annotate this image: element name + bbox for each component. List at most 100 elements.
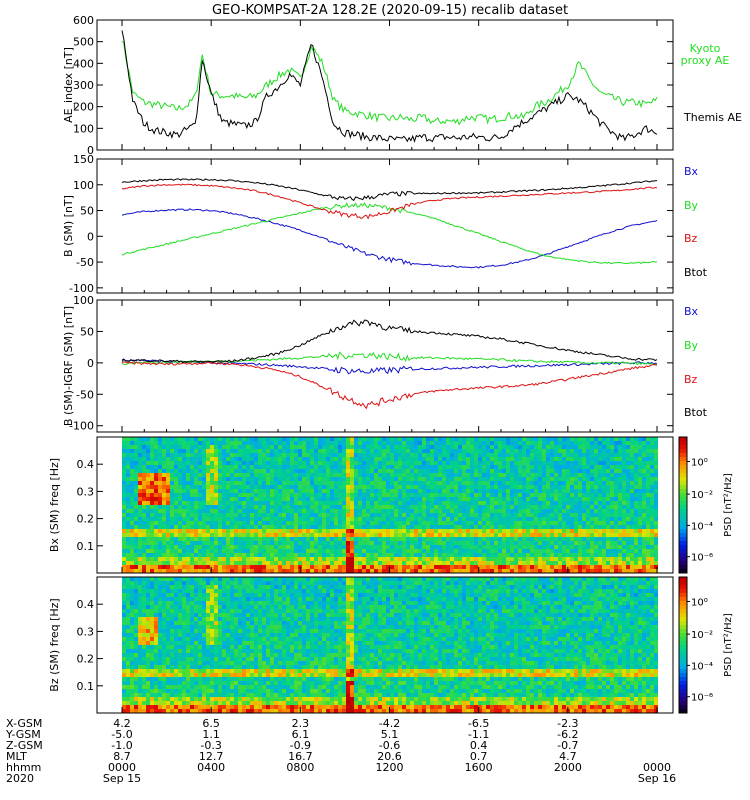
colorbar-segment [679, 589, 687, 594]
colorbar-segment [679, 709, 687, 714]
colorbar-segment [679, 549, 687, 554]
ephemeris-cell: 6.5 [202, 717, 220, 730]
colorbar-segment [679, 693, 687, 698]
colorbar-segment [679, 529, 687, 534]
ephemeris-cell: Sep 15 [103, 772, 141, 785]
colorbar-segment [679, 517, 687, 522]
colorbar-segment [679, 437, 687, 442]
bsm-legend-btot: Btot [684, 266, 708, 279]
colorbar-segment [679, 509, 687, 514]
ephemeris-row-label: Z-GSM [6, 739, 43, 752]
bx-spec-ylabel: Bx (SM) freq [Hz] [48, 458, 61, 552]
ephemeris-row-label: 2020 [6, 772, 34, 785]
colorbar-tick-label: 10⁻² [691, 490, 713, 501]
colorbar-segment [679, 633, 687, 638]
colorbar-segment [679, 489, 687, 494]
y-tick-label: 0.2 [77, 513, 95, 526]
colorbar-segment [679, 513, 687, 518]
y-tick-label: 0.4 [77, 458, 95, 471]
bigrf-legend-by: By [684, 339, 699, 352]
ephemeris-cell: -5.0 [111, 728, 132, 741]
ephemeris-cell: -0.6 [379, 739, 400, 752]
colorbar-segment [679, 537, 687, 542]
ae-legend-kyoto: Kyoto [690, 42, 721, 55]
y-tick-label: -100 [69, 282, 94, 295]
colorbar-segment [679, 449, 687, 454]
ephemeris-row-label: hhmm [6, 761, 41, 774]
ephemeris-cell: 1600 [465, 761, 493, 774]
ephemeris-cell: 0800 [286, 761, 314, 774]
y-tick-label: 0.1 [77, 540, 95, 553]
series-line-btot [121, 319, 658, 364]
colorbar-segment [679, 557, 687, 562]
ephemeris-cell: 2.3 [292, 717, 310, 730]
colorbar-segment [679, 697, 687, 702]
colorbar-segment [679, 457, 687, 462]
ephemeris-cell: 12.7 [199, 750, 224, 763]
colorbar-segment [679, 661, 687, 666]
colorbar-segment [679, 505, 687, 510]
b-igrf-panel: -100 -50 0 50 100 B (SM)-IGRF (SM) [nT] Bx B… [62, 294, 708, 433]
ephemeris-row-label: X-GSM [6, 717, 42, 730]
colorbar-label: PSD [nT²/Hz] [723, 473, 734, 537]
ephemeris-cell: 0.7 [470, 750, 488, 763]
y-tick-label: 0 [87, 357, 94, 370]
colorbar-segment [679, 441, 687, 446]
colorbar-segment [679, 465, 687, 470]
bz-spectrogram-panel: 0.1 0.2 0.3 0.4 Bz (SM) freq [Hz] 10⁰ 10⁻² 10… [48, 576, 734, 714]
colorbar-segment [679, 689, 687, 694]
y-tick-label: 0.1 [77, 680, 95, 693]
ae-ylabel: AE_index [nT] [62, 47, 75, 123]
colorbar-segment [679, 609, 687, 614]
colorbar-segment [679, 649, 687, 654]
bigrf-ylabel: B (SM)-IGRF (SM) [nT] [62, 306, 75, 426]
series-line-by [121, 202, 658, 265]
ephemeris-cell: -0.9 [290, 739, 311, 752]
bsm-legend-by: By [684, 199, 699, 212]
colorbar-segment [679, 637, 687, 642]
colorbar-frame [678, 576, 688, 714]
ephemeris-cell: 16.7 [288, 750, 313, 763]
colorbar-segment [679, 477, 687, 482]
colorbar-segment [679, 561, 687, 566]
y-tick-label: 0.3 [77, 625, 95, 638]
colorbar-segment [679, 613, 687, 618]
colorbar-segment [679, 469, 687, 474]
colorbar-segment [679, 445, 687, 450]
colorbar-segment [679, 493, 687, 498]
y-tick-label: 0 [87, 144, 94, 157]
ephemeris-cell: Sep 16 [638, 772, 676, 785]
ae-legend-themis: Themis AE [683, 111, 742, 124]
colorbar-segment [679, 593, 687, 598]
colorbar-segment [679, 617, 687, 622]
ephemeris-cell: -1.1 [468, 728, 489, 741]
ephemeris-row-label: Y-GSM [5, 728, 41, 741]
ephemeris-cell: -0.3 [200, 739, 221, 752]
y-tick-label: 50 [80, 325, 94, 338]
bz-spec-ylabel: Bz (SM) freq [Hz] [48, 598, 61, 691]
ephemeris-cell: -1.0 [111, 739, 132, 752]
colorbar-segment [679, 625, 687, 630]
y-tick-label: 100 [73, 179, 94, 192]
colorbar-tick-label: 10⁻⁴ [691, 661, 713, 672]
colorbar-frame [678, 436, 688, 574]
y-tick-label: 0.3 [77, 485, 95, 498]
y-tick-label: 200 [73, 101, 94, 114]
colorbar-segment [679, 705, 687, 710]
colorbar-tick-label: 10⁻⁴ [691, 521, 713, 532]
bigrf-legend-bx: Bx [684, 305, 699, 318]
colorbar-segment [679, 501, 687, 506]
colorbar-segment [679, 645, 687, 650]
ephemeris-cell: 5.1 [381, 728, 399, 741]
ae-legend-proxy: proxy AE [681, 54, 730, 67]
ephemeris-cell: 6.1 [292, 728, 310, 741]
y-tick-label: 50 [80, 205, 94, 218]
y-tick-label: 0.4 [77, 598, 95, 611]
series-line-bx [121, 208, 658, 269]
colorbar-segment [679, 669, 687, 674]
colorbar-tick-label: 10⁻⁶ [691, 693, 713, 704]
bsm-legend-bz: Bz [684, 232, 698, 245]
colorbar-segment [679, 545, 687, 550]
